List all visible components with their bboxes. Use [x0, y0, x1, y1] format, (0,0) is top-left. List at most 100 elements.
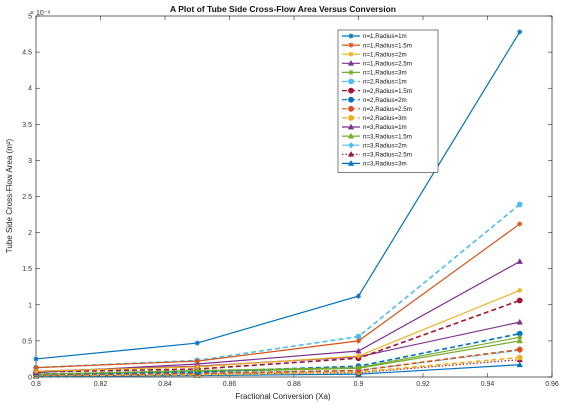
legend-label: n=3,Radius=1m [363, 124, 407, 131]
data-point-stroke [356, 365, 361, 370]
series-line [35, 289, 520, 372]
data-point [516, 346, 523, 353]
legend-label: n=1,Radius=1.5m [363, 42, 412, 49]
data-point-stroke [517, 29, 522, 35]
data-point [347, 160, 355, 166]
legend-item: n=3,Radius=1.5m [342, 132, 412, 140]
legend-label: n=1,Radius=2m [363, 51, 407, 58]
legend-item: n=1,Radius=1m [342, 33, 407, 40]
data-point [348, 96, 354, 103]
legend-label: n=2,Radius=3m [363, 115, 407, 122]
legend-label: n=2,Radius=2m [363, 97, 407, 104]
legend-label: n=2,Radius=1m [363, 79, 407, 86]
data-point [516, 258, 523, 264]
data-point [33, 365, 39, 371]
legend-item: n=1,Radius=2m [342, 51, 407, 58]
legend-item: n=2,Radius=3m [342, 115, 407, 122]
y-tick-label: 3.5 [22, 122, 32, 129]
x-tick-label: 0.94 [481, 381, 495, 388]
data-point [517, 334, 523, 340]
y-tick-label: 5 [28, 14, 32, 21]
data-point [516, 201, 523, 208]
data-point-stroke [348, 70, 354, 75]
data-point [194, 358, 200, 364]
y-tick-label: 1 [28, 302, 32, 309]
legend-item: n=3,Radius=3m [342, 160, 407, 168]
legend-item: n=3,Radius=1m [342, 123, 407, 131]
legend-label: n=1,Radius=2.5m [363, 61, 412, 68]
y-tick-label: 0 [28, 375, 32, 382]
legend-label: n=2,Radius=1.5m [363, 88, 412, 95]
legend-item: n=1,Radius=1.5m [342, 42, 412, 49]
legend: n=1,Radius=1m n=1,Radius=1.5m n=1,Radius=2… [337, 29, 439, 173]
legend-item: n=3,Radius=2m [342, 142, 407, 149]
y-tick-label: 1.5 [22, 266, 32, 273]
data-point-stroke [356, 353, 361, 359]
data-point [516, 337, 523, 344]
data-point [194, 367, 200, 374]
data-point-stroke [348, 42, 354, 48]
y-tick-label: 2.5 [22, 194, 32, 201]
data-point [348, 33, 354, 39]
data-point-stroke [356, 338, 361, 344]
data-point-stroke [517, 221, 522, 227]
data-point [347, 60, 355, 66]
series-line [35, 348, 520, 376]
data-point [355, 338, 362, 344]
data-point [516, 297, 523, 304]
series-line [35, 356, 520, 377]
y-tick-label: 3 [28, 158, 32, 165]
data-point [516, 318, 523, 325]
x-tick-label: 0.9 [354, 381, 364, 388]
data-point-stroke [33, 369, 39, 374]
data-point-stroke [195, 364, 200, 370]
data-point-stroke [517, 288, 522, 293]
data-point [347, 142, 355, 149]
data-point-stroke [195, 340, 200, 346]
series-line [35, 31, 521, 360]
x-tick-label: 0.84 [158, 381, 172, 388]
data-point [347, 151, 355, 157]
data-point [355, 353, 362, 359]
legend-label: n=3,Radius=2.5m [363, 152, 412, 159]
y-tick-label: 4 [28, 86, 32, 93]
data-point [517, 221, 523, 227]
legend-label: n=2,Radius=2.5m [363, 106, 412, 113]
legend-item: n=1,Radius=2.5m [342, 60, 412, 68]
x-tick-label: 0.8 [31, 381, 41, 388]
legend-item: n=2,Radius=1.5m [342, 87, 412, 95]
data-point [516, 354, 523, 361]
x-axis-label: Fractional Conversion (Xa) [235, 392, 330, 401]
data-point-stroke [33, 356, 39, 362]
series-line [35, 336, 520, 375]
x-tick-label: 0.92 [416, 381, 430, 388]
y-exponent-label: × 10⁻⁹ [30, 10, 51, 17]
y-tick-label: 4.5 [22, 50, 32, 57]
x-tick-label: 0.86 [223, 381, 237, 388]
data-point [355, 293, 362, 299]
data-point [516, 361, 523, 368]
data-point [348, 105, 354, 112]
legend-label: n=3,Radius=2m [363, 142, 407, 149]
data-point [33, 356, 39, 362]
series-group [33, 221, 523, 371]
data-point [348, 87, 354, 94]
data-point-stroke [517, 335, 522, 340]
data-point [348, 115, 354, 121]
data-point [33, 368, 39, 374]
data-point-stroke [195, 368, 200, 373]
data-point [348, 51, 354, 57]
data-point-stroke [33, 365, 39, 370]
y-tick-label: 2 [28, 230, 32, 237]
legend-label: n=1,Radius=3m [363, 70, 407, 77]
data-point [355, 365, 362, 371]
legend-item: n=1,Radius=3m [342, 70, 407, 77]
data-point [517, 29, 523, 35]
x-tick-label: 0.88 [287, 381, 301, 388]
legend-label: n=1,Radius=1m [363, 33, 407, 40]
data-point [348, 69, 354, 75]
plot-area [35, 15, 553, 378]
legend-item: n=2,Radius=1m [342, 78, 407, 86]
legend-label: n=3,Radius=3m [363, 161, 407, 168]
